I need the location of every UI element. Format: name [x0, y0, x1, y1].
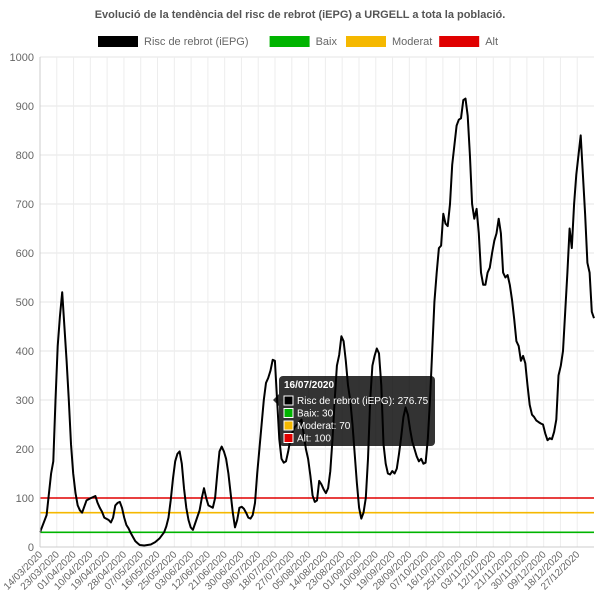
legend-swatch [98, 36, 138, 47]
legend-label: Alt [485, 36, 498, 48]
legend: Risc de rebrot (iEPG) Baix Moderat Alt [98, 36, 498, 48]
tooltip-item: Risc de rebrot (iEPG): 276.75 [297, 396, 429, 407]
axes: 0100200300400500600700800900100014/03/20… [2, 52, 594, 593]
legend-label: Moderat [392, 36, 432, 48]
legend-label: Risc de rebrot (iEPG) [144, 36, 249, 48]
y-tick-label: 600 [16, 248, 34, 260]
tooltip-swatch [283, 408, 294, 418]
y-tick-label: 0 [28, 542, 34, 554]
series-line-risc-de-rebrot-iepg [39, 97, 595, 547]
tooltip-swatch [283, 433, 294, 443]
tooltip-caret [273, 394, 279, 406]
tooltip-item: Alt: 100 [297, 434, 331, 445]
y-tick-label: 900 [16, 101, 34, 113]
y-tick-label: 200 [16, 444, 34, 456]
y-tick-label: 300 [16, 395, 34, 407]
series-lines [39, 97, 595, 547]
y-tick-label: 500 [16, 297, 34, 309]
legend-swatch [269, 36, 310, 47]
y-tick-label: 100 [16, 493, 34, 505]
tooltip-box [279, 376, 435, 446]
legend-swatch [346, 36, 386, 47]
tooltip-item: Baix: 30 [297, 409, 334, 420]
tooltip-item: Moderat: 70 [297, 421, 351, 432]
y-tick-label: 800 [16, 150, 34, 162]
legend-label: Baix [316, 36, 338, 48]
tooltip-title: 16/07/2020 [284, 380, 334, 391]
y-tick-label: 1000 [10, 52, 34, 64]
legend-swatch [439, 36, 480, 47]
tooltip-swatch [283, 395, 294, 406]
y-tick-label: 700 [16, 199, 34, 211]
grid [39, 56, 594, 548]
y-tick-label: 400 [16, 346, 34, 358]
chart-title: Evolució de la tendència del risc de reb… [94, 9, 506, 21]
tooltip: 16/07/2020 Risc de rebrot (iEPG): 276.75 B… [273, 376, 435, 446]
tooltip-swatch [283, 420, 294, 431]
